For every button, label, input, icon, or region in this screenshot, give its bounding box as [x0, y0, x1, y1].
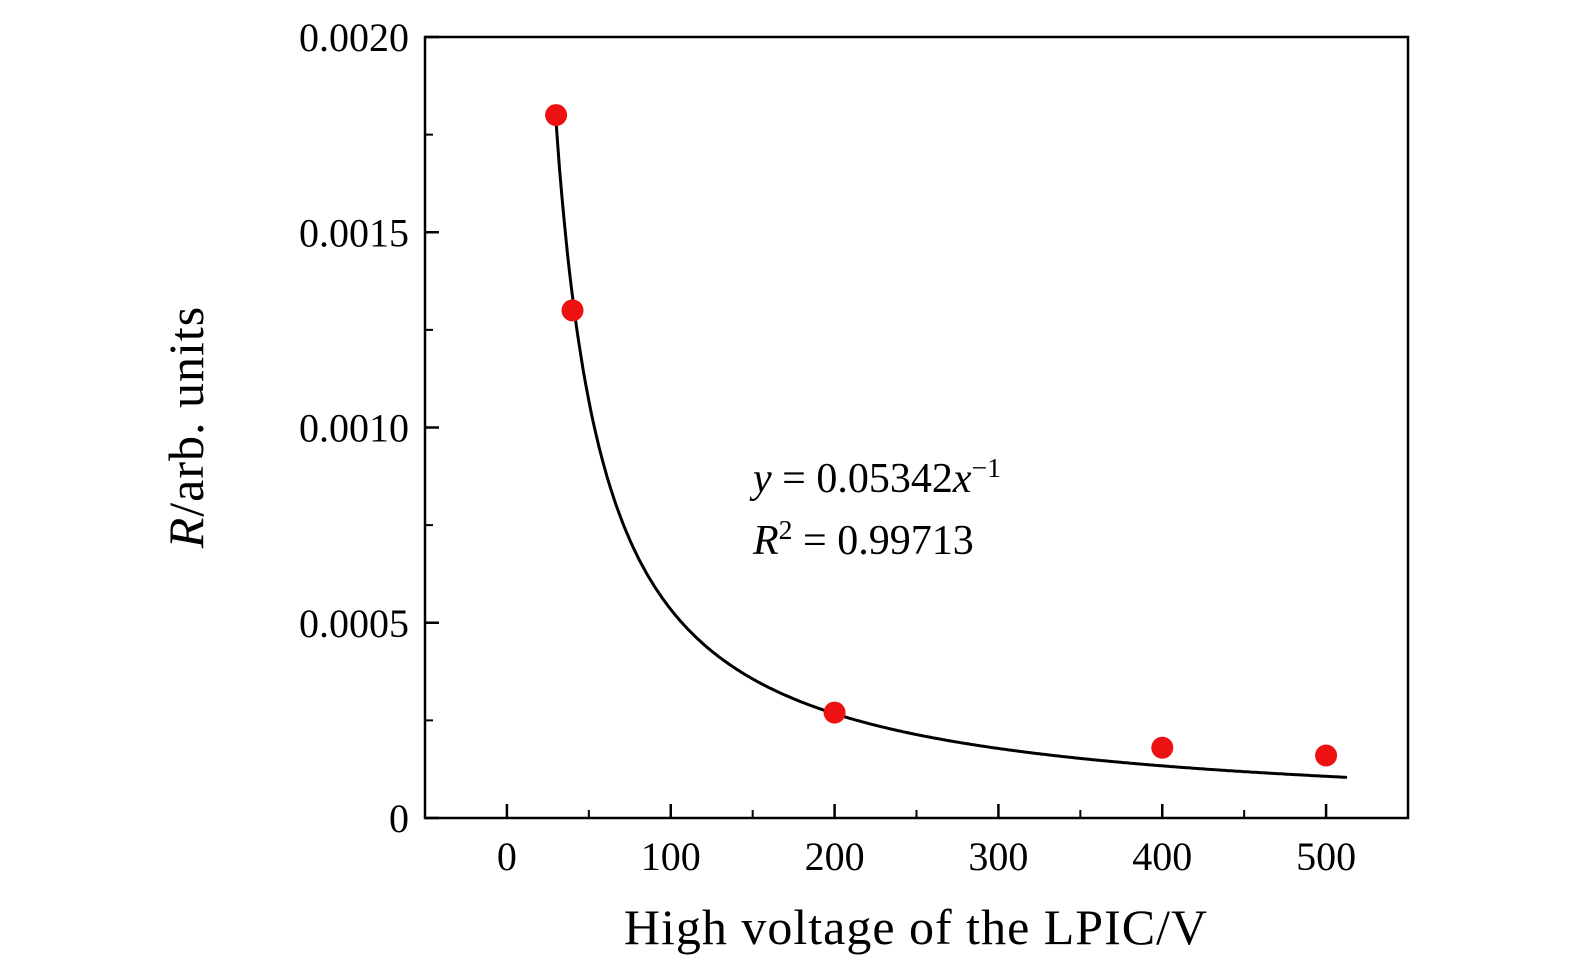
data-point — [823, 701, 846, 724]
fit-r-squared: R2 = 0.99713 — [753, 510, 1001, 572]
text-segment: −1 — [971, 452, 1002, 483]
y-tick-label: 0.0020 — [299, 15, 409, 60]
text-segment: = 0.99713 — [792, 517, 974, 564]
x-tick-label: 500 — [1296, 834, 1356, 879]
text-segment: 2 — [778, 513, 793, 545]
x-tick-label: 400 — [1132, 834, 1192, 879]
x-axis-label: High voltage of the LPIC/V — [623, 899, 1209, 955]
y-axis-label: R/arb. units — [157, 306, 215, 549]
data-point — [1151, 736, 1174, 759]
data-point — [545, 104, 568, 127]
text-segment: /arb. units — [158, 305, 214, 517]
data-point — [561, 299, 584, 322]
data-point — [1315, 744, 1338, 767]
text-segment: y — [753, 456, 772, 502]
fit-equation: y = 0.05342x−1 — [753, 448, 1001, 510]
text-segment: = 0.05342 — [771, 456, 953, 502]
x-tick-label: 300 — [968, 834, 1028, 879]
y-tick-label: 0.0010 — [299, 406, 409, 451]
y-tick-label: 0.0015 — [299, 210, 409, 255]
y-tick-label: 0.0005 — [299, 601, 409, 646]
fit-curve — [554, 114, 1348, 779]
text-segment: R — [753, 517, 779, 564]
plot-border — [423, 35, 1410, 820]
x-tick-label: 200 — [805, 834, 865, 879]
text-segment: x — [952, 456, 972, 502]
fit-annotation: y = 0.05342x−1 R2 = 0.99713 — [753, 448, 1001, 572]
x-tick-label: 100 — [641, 834, 701, 879]
x-tick-label: 0 — [497, 834, 517, 879]
y-tick-label: 0 — [389, 796, 409, 841]
text-segment: R — [158, 516, 214, 549]
